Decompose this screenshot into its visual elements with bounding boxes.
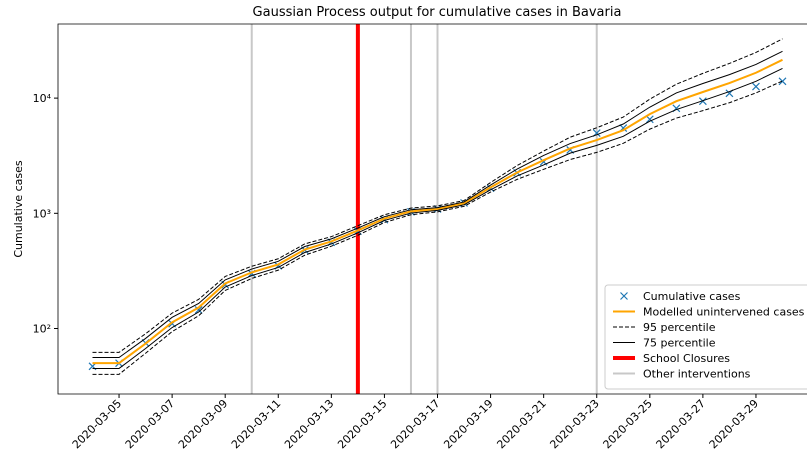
x-tick-label: 2020-03-25 xyxy=(601,397,655,451)
data-point xyxy=(194,305,203,314)
x-tick-label: 2020-03-11 xyxy=(229,397,283,451)
x-tick-label: 2020-03-29 xyxy=(707,397,761,451)
data-point xyxy=(752,82,760,91)
y-tick-label: 10³ xyxy=(33,207,51,220)
x-tick-label: 2020-03-13 xyxy=(282,397,336,451)
x-tick-label: 2020-03-17 xyxy=(388,397,442,451)
legend-marker xyxy=(620,292,628,300)
y-axis-label: Cumulative cases xyxy=(12,160,25,258)
x-tick-label: 2020-03-19 xyxy=(441,397,495,451)
data-point xyxy=(778,77,787,86)
x-tick-label: 2020-03-07 xyxy=(123,397,177,451)
legend-label: Cumulative cases xyxy=(643,290,741,303)
series-line xyxy=(92,58,783,365)
series-line xyxy=(92,50,783,359)
legend-label: 95 percentile xyxy=(643,321,716,334)
legend-box xyxy=(604,284,807,390)
legend-label: 75 percentile xyxy=(643,337,716,350)
x-tick-label: 2020-03-05 xyxy=(70,397,124,451)
x-tick-label: 2020-03-15 xyxy=(335,397,389,451)
legend-label: Modelled unintervened cases xyxy=(643,306,805,319)
x-tick-label: 2020-03-21 xyxy=(494,397,548,451)
x-tick-label: 2020-03-23 xyxy=(547,397,601,451)
y-tick-label: 10⁴ xyxy=(33,92,52,105)
data-point xyxy=(698,97,707,106)
x-tick-label: 2020-03-09 xyxy=(176,397,230,451)
series-line xyxy=(92,80,783,375)
chart-title: Gaussian Process output for cumulative c… xyxy=(253,5,622,20)
data-point xyxy=(645,115,654,124)
legend-label: School Closures xyxy=(643,352,730,365)
x-tick-label: 2020-03-27 xyxy=(654,397,708,451)
series-line xyxy=(92,67,783,369)
legend-label: Other interventions xyxy=(643,368,751,381)
series-line xyxy=(92,38,783,353)
y-tick-label: 10² xyxy=(33,322,51,335)
